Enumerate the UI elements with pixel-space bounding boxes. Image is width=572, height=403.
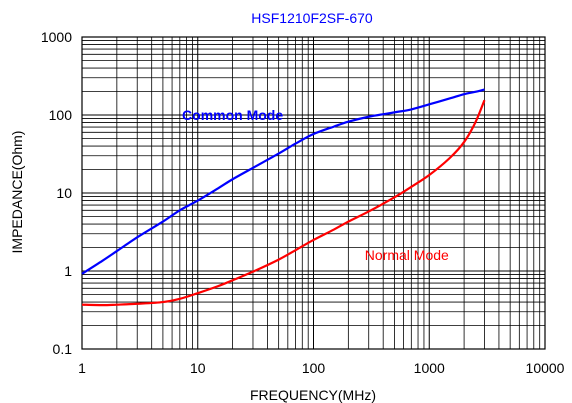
common-mode-line	[81, 88, 485, 275]
y-tick-label: 1	[64, 263, 72, 279]
tick-labels: 1 10 100 1000 10000 0.1 1 10 100 1000	[41, 29, 565, 376]
chart-grid	[81, 36, 546, 350]
x-tick-label: 1	[78, 360, 86, 376]
y-axis-label: IMPEDANCE(Ohm)	[9, 131, 25, 254]
y-tick-label: 0.1	[53, 341, 73, 357]
y-tick-label: 100	[49, 107, 73, 123]
normal-mode-label: Normal Mode	[365, 247, 449, 263]
chart-title: HSF1210F2SF-670	[251, 10, 373, 26]
x-tick-label: 10	[190, 360, 206, 376]
x-axis-label: FREQUENCY(MHz)	[250, 387, 376, 403]
x-tick-label: 100	[302, 360, 326, 376]
y-tick-label: 10	[56, 185, 72, 201]
x-tick-label: 10000	[526, 360, 565, 376]
plot-frame	[81, 36, 546, 350]
common-mode-label: Common Mode	[182, 107, 283, 123]
normal-mode-line	[81, 99, 486, 307]
x-tick-label: 1000	[414, 360, 445, 376]
y-tick-label: 1000	[41, 29, 72, 45]
series-annotations: Common Mode Normal Mode	[182, 107, 449, 263]
data-series	[81, 88, 486, 307]
